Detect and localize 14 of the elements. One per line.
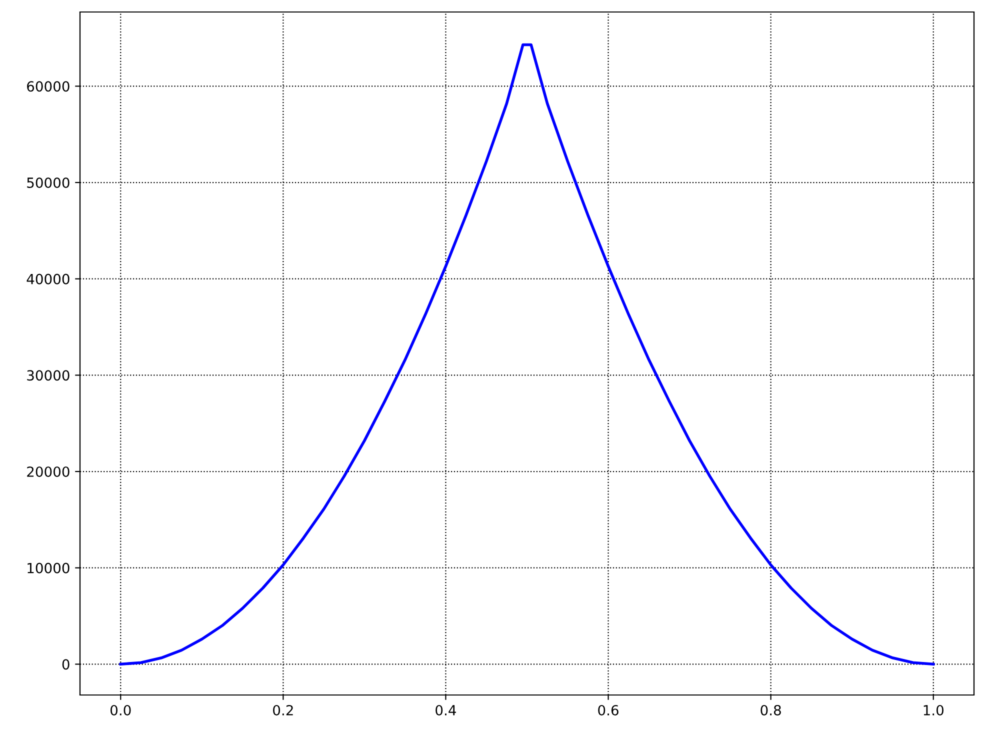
y-tick-label: 20000 (27, 466, 70, 477)
x-tick-label: 1.0 (924, 704, 944, 716)
y-tick-label: 0 (62, 659, 70, 670)
x-tick-label: 0.0 (110, 704, 131, 716)
line-series (119, 43, 935, 666)
x-tick-label: 0.2 (273, 704, 293, 716)
y-tick-label: 60000 (27, 81, 70, 92)
x-tick-label: 0.6 (598, 704, 618, 716)
x-tick-label: 0.4 (436, 704, 456, 716)
y-tick-label: 10000 (28, 562, 70, 574)
y-tick-label: 50000 (27, 177, 70, 188)
y-tick-label: 30000 (27, 370, 70, 381)
y-tick-label: 40000 (26, 274, 70, 284)
x-tick-label: 0.8 (760, 704, 781, 716)
